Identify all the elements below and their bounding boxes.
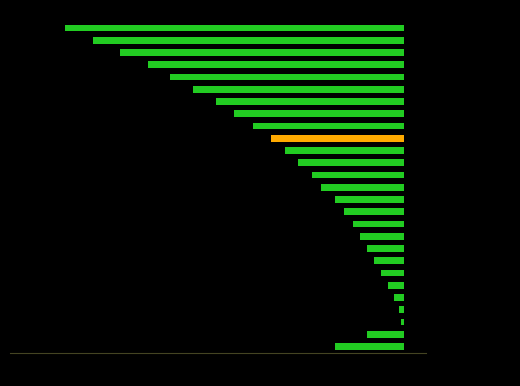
Bar [394, 294, 404, 301]
Bar [298, 159, 404, 166]
Bar [335, 343, 404, 350]
Bar [120, 49, 404, 56]
Bar [312, 172, 404, 178]
Bar [353, 221, 404, 227]
Bar [387, 282, 404, 289]
Bar [381, 270, 404, 276]
Bar [335, 196, 404, 203]
Bar [193, 86, 404, 93]
Bar [367, 245, 404, 252]
Bar [374, 257, 404, 264]
Bar [216, 98, 404, 105]
Bar [284, 147, 404, 154]
Bar [235, 110, 404, 117]
Bar [401, 319, 404, 325]
Bar [93, 37, 404, 44]
Bar [271, 135, 404, 142]
Bar [344, 208, 404, 215]
Bar [360, 233, 404, 240]
Bar [321, 184, 404, 191]
Bar [171, 74, 404, 80]
Bar [367, 331, 404, 338]
Bar [148, 61, 404, 68]
Bar [253, 123, 404, 129]
Bar [65, 24, 404, 31]
Bar [399, 306, 404, 313]
